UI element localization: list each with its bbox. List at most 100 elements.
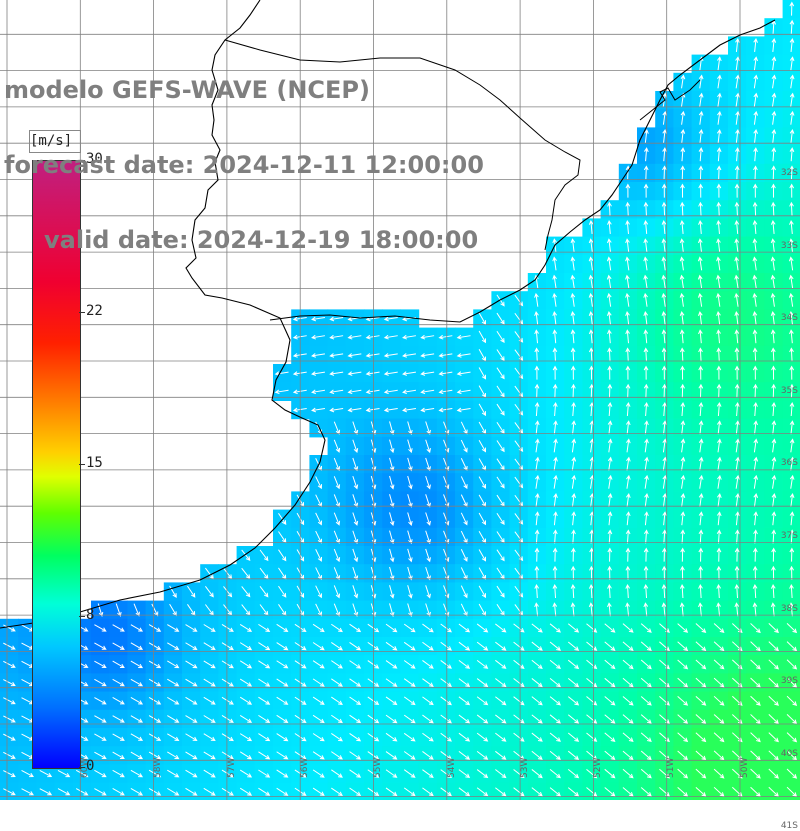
wind-arrow: [311, 371, 325, 376]
wind-arrow: [768, 623, 779, 634]
wind-arrow: [753, 110, 759, 125]
wind-arrow: [552, 583, 558, 599]
wind-arrow: [312, 714, 325, 724]
wind-arrow: [771, 565, 776, 580]
wind-arrow: [734, 583, 740, 599]
wind-arrow: [570, 602, 576, 617]
wind-arrow: [643, 256, 648, 271]
wind-map: [0, 0, 800, 800]
wind-arrow: [677, 732, 689, 743]
wind-arrow: [458, 787, 471, 797]
wind-arrow: [586, 659, 598, 670]
wind-arrow: [383, 389, 398, 395]
wind-arrow: [571, 383, 576, 398]
wind-arrow: [567, 659, 580, 670]
latitude-label: 38S: [780, 603, 798, 614]
wind-arrow: [662, 420, 668, 435]
wind-arrow: [586, 677, 598, 688]
wind-arrow: [698, 110, 704, 125]
wind-arrow: [115, 603, 122, 617]
wind-arrow: [407, 566, 413, 581]
wind-arrow: [695, 695, 707, 706]
wind-arrow: [752, 311, 758, 326]
wind-arrow: [680, 565, 685, 580]
wind-arrow: [734, 274, 739, 289]
wind-arrow: [716, 401, 722, 417]
wind-arrow: [185, 751, 198, 760]
wind-arrow: [643, 365, 649, 380]
wind-arrow: [698, 401, 704, 417]
wind-arrow: [662, 401, 667, 417]
wind-arrow: [679, 238, 685, 253]
wind-arrow: [625, 347, 631, 362]
wind-arrow: [716, 493, 722, 508]
wind-arrow: [312, 769, 325, 778]
wind-arrow: [661, 201, 667, 216]
wind-arrow: [570, 583, 576, 599]
wind-arrow: [276, 642, 289, 651]
wind-arrow: [331, 769, 343, 778]
wind-arrow: [167, 678, 180, 687]
wind-arrow: [789, 74, 795, 89]
wind-arrow: [644, 129, 649, 144]
wind-arrow: [770, 602, 776, 617]
wind-arrow: [438, 334, 453, 340]
wind-arrow: [513, 769, 525, 779]
wind-arrow: [221, 678, 234, 687]
wind-arrow: [644, 456, 649, 471]
longitude-label: 54W: [446, 757, 457, 778]
wind-arrow: [531, 714, 543, 724]
wind-arrow: [677, 659, 689, 670]
wind-arrow: [677, 768, 689, 779]
wind-arrow: [752, 329, 758, 344]
wind-arrow: [680, 547, 685, 562]
wind-arrow: [786, 641, 798, 652]
wind-arrow: [570, 256, 576, 271]
wind-arrow: [389, 457, 395, 472]
graticule: [0, 0, 800, 800]
wind-arrow: [534, 583, 540, 599]
wind-arrow: [662, 165, 667, 180]
wind-arrow: [531, 787, 543, 797]
wind-arrow: [3, 679, 16, 687]
wind-arrow: [677, 696, 689, 706]
wind-arrow: [625, 565, 631, 580]
wind-arrow: [312, 660, 325, 669]
wind-arrow: [97, 603, 104, 617]
wind-arrow: [789, 565, 794, 580]
wind-arrow: [3, 751, 16, 759]
wind-arrow: [167, 660, 180, 669]
wind-arrow: [567, 732, 580, 742]
wind-arrow: [567, 677, 580, 688]
wind-arrow: [276, 660, 289, 669]
wind-arrow: [239, 624, 253, 632]
wind-arrow: [734, 311, 740, 326]
wind-arrow: [643, 219, 649, 235]
wind-arrow: [625, 201, 631, 216]
wind-arrow: [349, 623, 362, 633]
wind-arrow: [347, 371, 362, 376]
wind-arrow: [680, 438, 686, 453]
wind-arrow: [460, 512, 468, 526]
wind-arrow: [698, 347, 703, 362]
wind-arrow: [698, 565, 703, 580]
wind-arrow: [717, 74, 722, 89]
wind-arrow: [567, 787, 580, 797]
wind-arrow: [458, 641, 471, 651]
wind-arrow: [680, 365, 685, 380]
wind-arrow: [402, 334, 416, 340]
wind-arrow: [239, 769, 253, 778]
wind-arrow: [495, 678, 507, 688]
wind-arrow: [625, 274, 630, 289]
wind-arrow: [221, 733, 234, 742]
wind-arrow: [185, 678, 198, 687]
wind-arrow: [662, 383, 667, 398]
wind-arrow: [456, 389, 471, 395]
wind-arrow: [552, 311, 558, 326]
latitude-label: 35S: [780, 385, 798, 396]
wind-arrow: [425, 548, 431, 563]
wind-arrow: [496, 330, 505, 344]
wind-arrow: [713, 677, 725, 688]
wind-arrow: [680, 511, 686, 526]
wind-arrow: [640, 696, 652, 706]
